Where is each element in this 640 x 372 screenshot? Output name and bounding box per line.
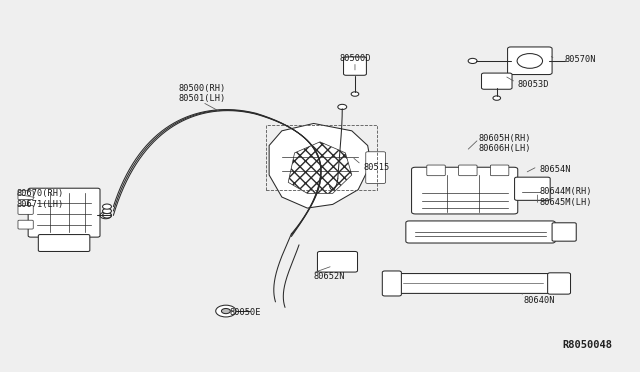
Circle shape	[216, 305, 236, 317]
Circle shape	[468, 58, 477, 64]
FancyBboxPatch shape	[28, 188, 100, 237]
Text: 80500D: 80500D	[339, 54, 371, 63]
Text: 80605H(RH)
80606H(LH): 80605H(RH) 80606H(LH)	[479, 134, 531, 153]
Circle shape	[517, 54, 543, 68]
Text: 80515: 80515	[364, 163, 390, 172]
Circle shape	[102, 204, 111, 209]
Circle shape	[351, 92, 359, 96]
Polygon shape	[288, 142, 352, 193]
FancyBboxPatch shape	[406, 221, 556, 243]
Text: 80652N: 80652N	[314, 272, 345, 280]
Circle shape	[102, 208, 111, 214]
FancyBboxPatch shape	[344, 57, 367, 75]
Text: R8050048: R8050048	[563, 340, 612, 350]
Circle shape	[338, 104, 347, 109]
Polygon shape	[269, 124, 371, 208]
FancyBboxPatch shape	[393, 273, 552, 294]
Bar	[266, 125, 377, 190]
Circle shape	[221, 308, 230, 314]
FancyBboxPatch shape	[38, 235, 90, 251]
Text: 80500(RH)
80501(LH): 80500(RH) 80501(LH)	[179, 84, 226, 103]
Circle shape	[102, 213, 111, 218]
Text: 80670(RH)
80671(LH): 80670(RH) 80671(LH)	[16, 189, 63, 209]
FancyBboxPatch shape	[317, 251, 358, 272]
FancyBboxPatch shape	[18, 191, 33, 200]
Text: 80053D: 80053D	[517, 80, 548, 89]
Text: 80644M(RH)
80645M(LH): 80644M(RH) 80645M(LH)	[540, 187, 592, 207]
Circle shape	[100, 212, 111, 219]
Text: 80050E: 80050E	[230, 308, 261, 317]
Circle shape	[493, 96, 500, 100]
FancyBboxPatch shape	[459, 165, 477, 176]
FancyBboxPatch shape	[552, 223, 576, 241]
FancyBboxPatch shape	[382, 271, 401, 296]
Text: 80654N: 80654N	[540, 165, 571, 174]
Text: 80570N: 80570N	[564, 55, 596, 64]
FancyBboxPatch shape	[515, 177, 550, 201]
FancyBboxPatch shape	[481, 73, 512, 89]
Text: 80640N: 80640N	[524, 295, 555, 305]
FancyBboxPatch shape	[366, 152, 385, 183]
FancyBboxPatch shape	[548, 273, 570, 294]
FancyBboxPatch shape	[18, 205, 33, 214]
FancyBboxPatch shape	[508, 47, 552, 74]
FancyBboxPatch shape	[427, 165, 445, 176]
FancyBboxPatch shape	[18, 220, 33, 229]
FancyBboxPatch shape	[412, 167, 518, 214]
FancyBboxPatch shape	[490, 165, 509, 176]
